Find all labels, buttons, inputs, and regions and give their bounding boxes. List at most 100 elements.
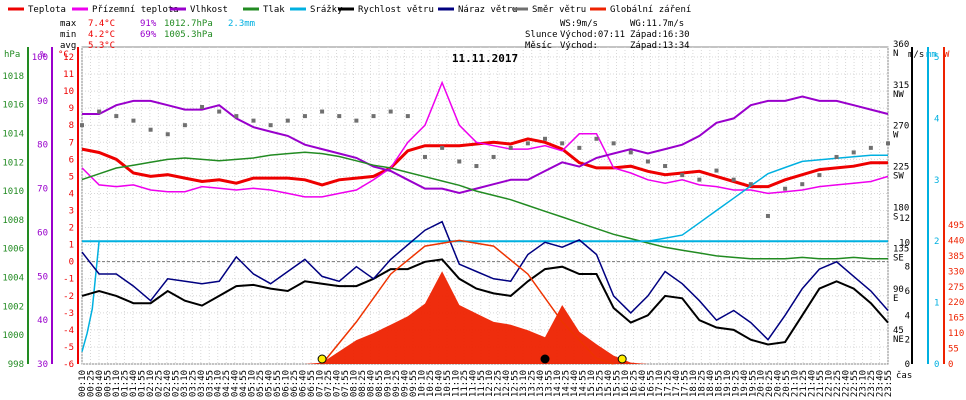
stat-humidity: 69% [140, 30, 157, 40]
tick-humidity: 50 [37, 272, 48, 282]
tick-temperature: -4 [63, 326, 74, 336]
tick-humidity: 80 [37, 141, 48, 151]
tick-temperature: 8 [69, 121, 74, 131]
tick-time: 21:25 [799, 370, 809, 397]
tick-time: 23:55 [884, 370, 894, 397]
pressure-line [81, 151, 888, 260]
tick-pressure: 1010 [2, 187, 24, 197]
wind-dir-point [543, 136, 548, 141]
tick-wind-dir-value: 45 [893, 326, 904, 336]
tick-time: 10:55 [443, 370, 453, 397]
wind-dir-point [611, 141, 616, 146]
tick-time: 04:40 [231, 370, 241, 397]
tick-radiation: 495 [948, 221, 964, 231]
legend-label: Přízemní teplota [92, 5, 179, 15]
tick-time: 09:40 [400, 370, 410, 397]
tick-time: 12:25 [494, 370, 504, 397]
tick-pressure: 1012 [2, 158, 24, 168]
tick-time: 14:40 [570, 370, 580, 397]
stat-pressure: 1012.7hPa [164, 19, 213, 29]
wind-dir-point [577, 145, 582, 150]
wind-dir-point [680, 173, 685, 178]
tick-time: 01:25 [120, 370, 130, 397]
tick-time: 02:25 [154, 370, 164, 397]
tick-radiation: 385 [948, 252, 964, 262]
tick-time: 01:40 [129, 370, 139, 397]
tick-pressure: 1018 [2, 72, 24, 82]
wind-dir-point [868, 145, 873, 150]
tick-temperature: -6 [63, 360, 74, 370]
tick-time: 10:25 [426, 370, 436, 397]
tick-time: 23:10 [859, 370, 869, 397]
tick-time: 21:10 [791, 370, 801, 397]
tick-time: 18:40 [706, 370, 716, 397]
tick-wind-speed: 12 [899, 214, 910, 224]
tick-time: 12:55 [511, 370, 521, 397]
tick-time: 04:55 [239, 370, 249, 397]
wind-dir-point [80, 123, 84, 128]
tick-radiation: 330 [948, 267, 964, 277]
stat-humidity: 91% [140, 19, 157, 29]
stat-rain: 2.3mm [228, 19, 255, 29]
wind-dir-point [594, 136, 599, 141]
tick-time: 13:25 [528, 370, 538, 397]
tick-time: 10:40 [434, 370, 444, 397]
tick-time: 17:25 [663, 370, 673, 397]
tick-temperature: 7 [69, 138, 74, 148]
wind-dir-point [525, 141, 530, 146]
wind-dir-point [800, 182, 805, 187]
tick-time: 08:55 [375, 370, 385, 397]
rain-line [81, 154, 888, 352]
legend-label: Rychlost větru [358, 5, 434, 15]
stat-label: avg [60, 41, 76, 51]
wind-dir-point [97, 109, 102, 114]
tick-wind-speed: 10 [899, 238, 910, 248]
tick-time: 14:25 [562, 370, 572, 397]
wind-dir-point [748, 182, 753, 187]
tick-time: 16:25 [630, 370, 640, 397]
tick-temperature: 1 [69, 241, 74, 251]
info-sun-label: Slunce [525, 30, 558, 40]
tick-time: 15:25 [596, 370, 606, 397]
tick-temperature: -2 [63, 292, 74, 302]
radiation-area [82, 271, 888, 364]
sunrise-marker [317, 354, 327, 364]
stat-label: min [60, 30, 76, 40]
tick-wind-dir-value: 90 [893, 285, 904, 295]
tick-pressure: 1006 [2, 245, 24, 255]
tick-time: 01:10 [112, 370, 122, 397]
tick-wind-speed: 0 [905, 360, 910, 370]
stat-temp: 5.3°C [88, 41, 115, 51]
wind-dir-point [851, 150, 856, 155]
tick-wind-dir-value: 270 [893, 122, 909, 132]
wind-dir-point [354, 118, 359, 123]
tick-time: 18:10 [689, 370, 699, 397]
tick-wind-dir: N [893, 49, 898, 59]
legend-label: Globální záření [610, 5, 691, 15]
tick-time: 11:40 [468, 370, 478, 397]
tick-time: 00:25 [87, 370, 97, 397]
tick-wind-dir-value: 360 [893, 40, 909, 50]
tick-temperature: -5 [63, 343, 74, 353]
tick-time: 20:25 [765, 370, 775, 397]
tick-time: 15:55 [613, 370, 623, 397]
humidity-line [82, 95, 889, 195]
tick-time: 15:40 [604, 370, 614, 397]
tick-wind-dir: NW [893, 90, 904, 100]
tick-time: 06:55 [307, 370, 317, 397]
tick-wind-dir-value: 315 [893, 81, 909, 91]
tick-time: 08:25 [358, 370, 368, 397]
tick-temperature: 12 [63, 53, 74, 63]
tick-pressure: 1008 [2, 216, 24, 226]
info-moon-rise: Východ: [560, 41, 598, 51]
tick-time: 03:40 [197, 370, 207, 397]
tick-time: 05:10 [248, 370, 258, 397]
tick-temperature: 4 [69, 189, 74, 199]
wind-dir-point [268, 123, 273, 128]
wind-dir-point [251, 118, 256, 123]
tick-time: 22:25 [833, 370, 843, 397]
info-moon-label: Měsíc [525, 41, 552, 51]
info-wg: WG:11.7m/s [630, 19, 684, 29]
tick-humidity: 100 [32, 53, 48, 63]
